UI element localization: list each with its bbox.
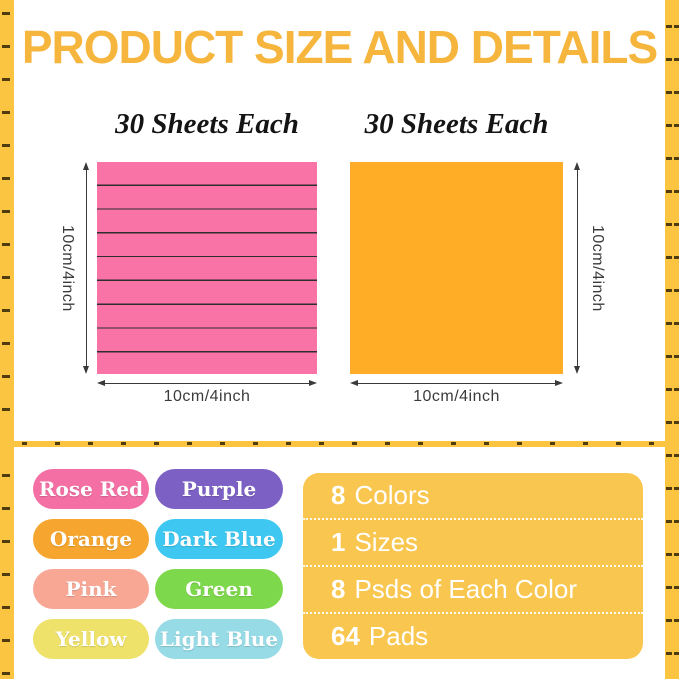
arrow-line (355, 382, 558, 385)
spec-row-total-pads: 64 Pads (303, 614, 643, 659)
ruler-border-left (0, 0, 14, 679)
color-pill-light-blue: Light Blue (155, 619, 283, 659)
height-dimension-label-left: 10cm/4inch (59, 224, 76, 312)
sticky-pad-pink-lined (97, 162, 317, 374)
arrow-line (576, 167, 579, 369)
ruler-divider (0, 441, 679, 447)
height-dimension-arrow-left (82, 162, 91, 374)
width-dimension-label-right: 10cm/4inch (413, 388, 500, 405)
spec-text: Colors (354, 480, 430, 510)
height-dimension-label-right: 10cm/4inch (589, 224, 606, 312)
color-pill-yellow: Yellow (33, 619, 149, 659)
color-pill-grid: Rose Red Purple Orange Dark Blue Pink Gr… (33, 469, 283, 659)
spec-number: 1 (331, 527, 346, 557)
color-pill-rose-red: Rose Red (33, 469, 149, 509)
spec-text: Psds of Each Color (354, 574, 578, 604)
spec-text: Sizes (354, 527, 419, 557)
ruler-border-right (665, 0, 679, 679)
sheets-count-label-right: 30 Sheets Each (364, 108, 549, 140)
spec-text: Pads (368, 621, 429, 651)
color-pill-purple: Purple (155, 469, 283, 509)
page-title: PRODUCT SIZE AND DETAILS (21, 21, 658, 73)
spec-number: 8 (331, 574, 346, 604)
color-pill-green: Green (155, 569, 283, 609)
width-dimension-arrow-left (97, 379, 317, 388)
arrow-line (85, 167, 88, 369)
spec-number: 64 (331, 621, 360, 651)
spec-row-colors: 8 Colors (303, 473, 643, 520)
width-dimension-label-left: 10cm/4inch (163, 388, 251, 405)
color-pill-pink: Pink (33, 569, 149, 609)
height-dimension-arrow-right (573, 162, 582, 374)
spec-row-pads-per-color: 8 Psds of Each Color (303, 567, 643, 614)
sticky-pad-orange-plain (350, 162, 563, 374)
sheets-count-label-left: 30 Sheets Each (115, 108, 299, 140)
spec-number: 8 (331, 480, 346, 510)
spec-row-sizes: 1 Sizes (303, 520, 643, 567)
arrow-line (102, 382, 312, 385)
color-pill-orange: Orange (33, 519, 149, 559)
color-pill-dark-blue: Dark Blue (155, 519, 283, 559)
spec-panel: 8 Colors 1 Sizes 8 Psds of Each Color 64… (303, 473, 643, 659)
width-dimension-arrow-right (350, 379, 563, 388)
